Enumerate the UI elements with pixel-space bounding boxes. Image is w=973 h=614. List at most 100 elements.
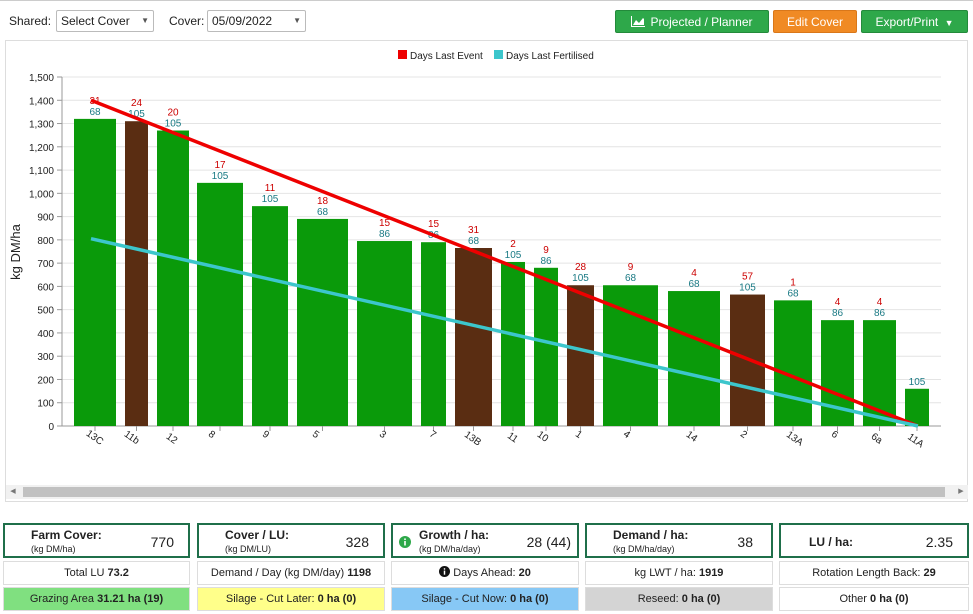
cover-chart: 0 100 200 300 400 500 600 700 800 900 1,000 1,100 1,…: [8, 50, 941, 451]
edit-cover-button[interactable]: Edit Cover: [773, 10, 857, 33]
cover-date-select[interactable]: 05/09/2022 ▼: [207, 10, 306, 32]
export-print-label: Export/Print: [875, 15, 939, 29]
demand-value: 38: [737, 534, 753, 550]
legend-swatch: [398, 50, 407, 59]
chart-scrollbar[interactable]: ◀ ▶: [6, 485, 968, 499]
demand-day-value: 1198: [347, 567, 372, 579]
bar-12: [157, 130, 189, 426]
days-last-event-label: 18: [317, 196, 329, 207]
lu-per-ha-card: LU / ha: 2.35: [779, 523, 969, 558]
silage-cut-now-cell[interactable]: Silage - Cut Now: 0 ha (0): [391, 587, 579, 611]
days-last-fertilised-label: 68: [468, 236, 480, 247]
x-tick-label: 1: [573, 429, 584, 441]
grazing-area-cell[interactable]: Grazing Area 31.21 ha (19): [3, 587, 190, 611]
reseed-cell[interactable]: Reseed: 0 ha (0): [585, 587, 773, 611]
scroll-thumb[interactable]: [23, 487, 945, 497]
other-area-value: 0 ha (0): [870, 593, 909, 605]
days-ahead-cell: Days Ahead: 20: [391, 561, 579, 585]
chart-panel: [5, 40, 968, 502]
shared-label: Shared:: [9, 14, 52, 28]
bar-11: [501, 261, 525, 426]
rotation-cell: Rotation Length Back: 29: [779, 561, 969, 585]
farm-cover-unit: (kg DM/ha): [31, 544, 76, 554]
y-tick-label: 900: [37, 213, 54, 224]
days-last-event-label: 28: [575, 262, 587, 273]
days-last-fertilised-line: [90, 236, 919, 428]
info-icon[interactable]: [439, 566, 451, 577]
export-print-button[interactable]: Export/Print ▼: [861, 10, 968, 33]
bar-1: [567, 285, 594, 426]
bar-13C: [74, 118, 116, 426]
caret-down-icon: ▼: [141, 16, 149, 25]
total-lu-value: 73.2: [107, 567, 129, 579]
cover-per-lu-card: Cover / LU: (kg DM/LU) 328: [197, 523, 385, 558]
days-last-fertilised-label: 105: [572, 273, 589, 284]
y-tick-label: 1,300: [29, 120, 54, 131]
y-tick-label: 1,000: [29, 189, 54, 200]
grazing-area-value: 31.21 ha (19): [97, 593, 164, 605]
x-tick-label: 6: [829, 429, 840, 441]
y-tick-label: 1,400: [29, 96, 54, 107]
silage-cut-now-value: 0 ha (0): [510, 593, 549, 605]
chart-icon: [631, 16, 646, 27]
days-last-fertilised-label: 68: [787, 288, 799, 299]
demand-day-cell: Demand / Day (kg DM/day) 1198: [197, 561, 385, 585]
days-last-fertilised-label: 105: [165, 119, 182, 130]
x-tick-label: 6a: [869, 431, 885, 447]
reseed-value: 0 ha (0): [681, 593, 721, 605]
x-tick-label: 11b: [122, 429, 142, 447]
edit-cover-label: Edit Cover: [786, 15, 844, 29]
bar-14: [668, 291, 720, 426]
x-tick-label: 10: [535, 429, 551, 445]
days-last-fertilised-label: 105: [128, 109, 145, 120]
days-last-fertilised-label: 86: [874, 308, 886, 319]
farm-cover-value: 770: [150, 534, 174, 550]
days-last-fertilised-label: 86: [540, 256, 552, 267]
silage-cut-later-cell[interactable]: Silage - Cut Later: 0 ha (0): [197, 587, 385, 611]
days-last-fertilised-label: 105: [909, 377, 926, 388]
days-last-fertilised-label: 68: [625, 273, 637, 284]
days-last-event-label: 24: [131, 98, 143, 109]
shared-select-value: Select Cover: [61, 14, 130, 28]
y-tick-label: 500: [37, 306, 54, 317]
days-last-event-label: 15: [379, 218, 391, 229]
lwt-cell: kg LWT / ha: 1919: [585, 561, 773, 585]
days-last-event-label: 4: [691, 268, 697, 279]
days-last-event-label: 9: [628, 262, 634, 273]
y-tick-label: 0: [48, 422, 54, 433]
cover-per-lu-title: Cover / LU:: [225, 528, 290, 542]
grazing-area-label: Grazing Area: [29, 593, 95, 605]
days-last-event-label: 9: [543, 245, 549, 256]
lwt-label: kg LWT / ha:: [634, 567, 696, 579]
days-last-event-label: 11: [265, 183, 276, 194]
scroll-left-icon[interactable]: ◀: [10, 488, 16, 495]
y-tick-label: 400: [37, 329, 54, 340]
x-tick-label: 8: [206, 429, 217, 441]
total-lu-label: Total LU: [64, 567, 105, 579]
scroll-right-icon[interactable]: ▶: [958, 488, 964, 495]
growth-title: Growth / ha:: [419, 528, 489, 542]
projected-planner-button[interactable]: Projected / Planner: [615, 10, 769, 33]
total-lu-cell: Total LU 73.2: [3, 561, 190, 585]
x-tick-label: 4: [621, 429, 632, 441]
y-tick-label: 300: [37, 352, 54, 363]
x-tick-label: 11: [505, 430, 520, 445]
x-tick-label: 7: [427, 429, 438, 441]
growth-card: Growth / ha: (kg DM/ha/day) 28 (44): [391, 523, 579, 558]
caret-down-icon: ▼: [944, 18, 954, 28]
y-tick-label: 1,500: [29, 73, 54, 84]
x-tick-label: 13A: [784, 429, 805, 448]
y-tick-label: 200: [37, 375, 54, 386]
other-area-label: Other: [839, 593, 867, 605]
x-tick-label: 11A: [905, 432, 926, 451]
y-tick-label: 700: [37, 259, 54, 270]
bar-11b: [125, 121, 148, 426]
days-last-fertilised-label: 105: [739, 283, 756, 294]
legend-swatch: [494, 50, 503, 59]
reseed-label: Reseed:: [637, 593, 679, 605]
days-last-event-label: 1: [790, 277, 796, 288]
other-area-cell[interactable]: Other 0 ha (0): [779, 587, 969, 611]
growth-unit: (kg DM/ha/day): [419, 544, 481, 554]
shared-select[interactable]: Select Cover ▼: [56, 10, 154, 32]
demand-unit: (kg DM/ha/day): [613, 544, 675, 554]
